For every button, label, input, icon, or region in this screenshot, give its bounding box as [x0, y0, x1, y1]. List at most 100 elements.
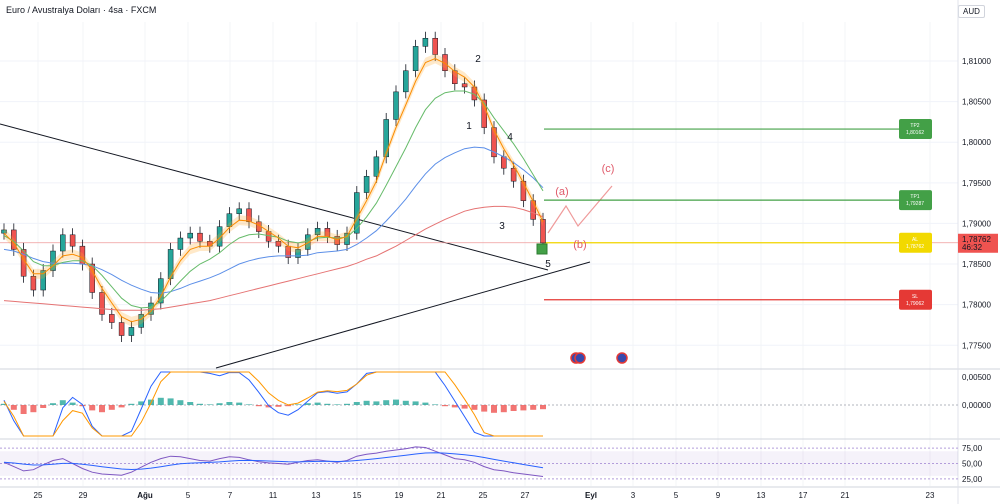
rsi-tick-label: 50,00 [962, 460, 983, 469]
candle-body [177, 237, 184, 250]
time-tick-label: 23 [926, 491, 935, 500]
candle-body [40, 270, 46, 291]
wave-label: 2 [475, 54, 481, 65]
macd-bar [520, 405, 527, 411]
resistance-trendline [0, 123, 549, 271]
candle-body [452, 70, 458, 84]
rsi-band [0, 451, 958, 476]
macd-bar [540, 405, 546, 410]
macd-bar [59, 400, 66, 405]
macd-bar [491, 405, 497, 413]
macd-bar [138, 401, 145, 405]
trendlines [0, 123, 958, 369]
time-tick-label: 11 [269, 491, 278, 500]
candle-body [422, 37, 429, 47]
wave-label: 5 [545, 259, 551, 270]
macd-bar [275, 405, 282, 407]
macd-bar [304, 403, 311, 405]
chart-title: Euro / Avustralya Doları · 4sa · FXCM [6, 5, 157, 15]
correction-label: (a) [555, 186, 568, 198]
macd-bar [324, 403, 331, 405]
moving-averages [3, 53, 544, 327]
time-tick-label: 29 [79, 491, 88, 500]
macd-bar [246, 404, 252, 405]
candle-body [481, 99, 487, 128]
macd-bar [383, 400, 390, 405]
macd-bar [89, 405, 96, 411]
price-tick-label: 1,77500 [962, 341, 991, 350]
macd-bar [373, 401, 380, 405]
candle-body [148, 302, 154, 315]
candle-body [520, 180, 527, 201]
time-tick-label: 13 [757, 491, 766, 500]
candle-body [334, 236, 340, 245]
candle-body [393, 91, 399, 120]
candle-body [138, 314, 144, 328]
macd-bar [402, 400, 409, 405]
current-price-label: 1,78762 [962, 235, 991, 244]
candle-body [363, 176, 370, 193]
candle-body [197, 232, 203, 242]
candle-body [344, 232, 350, 245]
price-tick-label: 1,78000 [962, 301, 991, 310]
macd-bar [187, 402, 194, 405]
price-tick-label: 1,80000 [962, 138, 991, 147]
event-icon [616, 352, 628, 364]
price-tick-label: 1,78500 [962, 260, 991, 269]
candle-body [30, 275, 37, 291]
time-tick-label: 9 [716, 491, 721, 500]
wave-label: 1 [466, 121, 472, 132]
candle-body [118, 322, 125, 336]
macd-tick-label: 0,00500 [962, 373, 991, 382]
time-tick-label: 27 [521, 491, 530, 500]
time-tick-label: 7 [228, 491, 233, 500]
ema-fast-line [3, 57, 544, 323]
candle-body [501, 156, 507, 169]
time-tick-label: 3 [631, 491, 636, 500]
candle-body [99, 292, 105, 315]
rsi-tick-label: 25,00 [962, 475, 983, 484]
rsi-tick-label: 75,00 [962, 444, 983, 453]
wave-label: 4 [507, 132, 513, 143]
macd-bar [500, 405, 507, 413]
time-tick-label: 15 [353, 491, 362, 500]
candle-body [491, 127, 497, 158]
candle-body [295, 249, 301, 258]
candle-body [167, 249, 174, 279]
macd-bar [99, 405, 105, 413]
correction-label: (c) [602, 163, 615, 175]
time-tick-label: 21 [437, 491, 446, 500]
macd-bar [30, 405, 37, 413]
candle-body [60, 234, 66, 252]
macd-bar [442, 405, 448, 407]
level-label: AL [912, 237, 918, 243]
rsi-pane [0, 446, 958, 480]
macd-bar [530, 405, 537, 410]
candle-body [246, 208, 252, 223]
candle-body [128, 327, 135, 336]
level-label: TP2 [910, 123, 919, 129]
macd-bar [481, 405, 488, 412]
time-tick-label: 5 [186, 491, 191, 500]
time-tick-label: 5 [674, 491, 679, 500]
candle-body [109, 314, 115, 323]
time-tick-label: 13 [312, 491, 321, 500]
macd-bar [393, 399, 399, 405]
abc-projection-path [547, 185, 613, 234]
candle-body [403, 70, 409, 93]
time-tick-label: 25 [479, 491, 488, 500]
candle-body [314, 228, 321, 236]
time-tick-label: 19 [395, 491, 404, 500]
time-tick-label: 21 [841, 491, 850, 500]
macd-bar [20, 405, 27, 414]
time-tick-label: Ağu [137, 491, 153, 500]
macd-bar [451, 405, 458, 408]
level-value: 1,80162 [906, 130, 924, 136]
macd-bar [314, 402, 321, 405]
candle-body [510, 167, 517, 182]
level-tag [899, 289, 932, 310]
signal-line [3, 371, 543, 437]
